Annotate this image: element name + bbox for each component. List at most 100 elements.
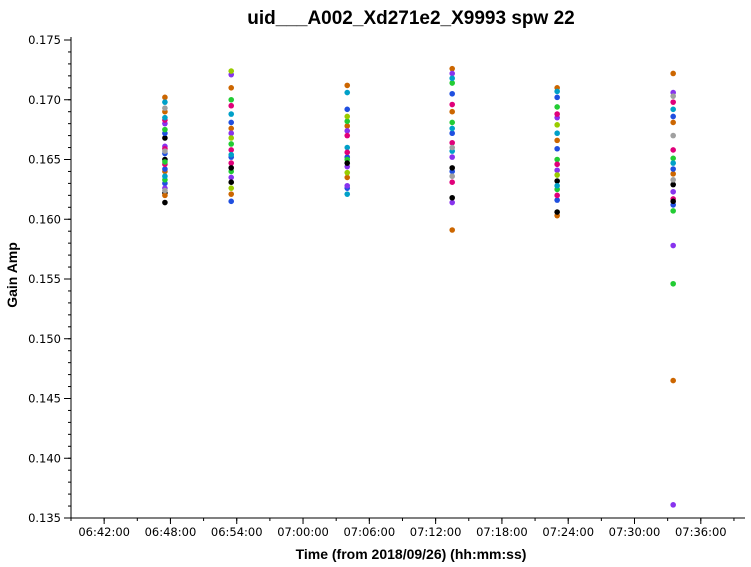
x-tick-label: 07:18:00 [476, 525, 528, 539]
data-point [670, 70, 676, 77]
data-point [554, 104, 560, 110]
y-tick-label: 0.150 [28, 332, 61, 346]
data-point [449, 90, 455, 97]
data-point [554, 178, 560, 184]
data-point [554, 111, 560, 117]
data-point [670, 99, 676, 105]
data-point [554, 182, 560, 189]
data-point [449, 139, 455, 146]
data-point [554, 130, 560, 137]
data-point [449, 227, 455, 233]
x-axis-label: Time (from 2018/09/26) (hh:mm:ss) [296, 546, 527, 562]
data-point [162, 94, 168, 101]
data-point [344, 144, 351, 151]
chart-title: uid___A002_Xd271e2_X9993 spw 22 [247, 8, 574, 29]
data-point [449, 179, 455, 186]
data-point [162, 192, 168, 199]
data-point [228, 111, 235, 117]
data-point [670, 198, 676, 205]
data-point [449, 70, 455, 77]
data-point [162, 99, 168, 105]
data-point [670, 106, 676, 113]
data-point [554, 88, 560, 95]
data-point [449, 165, 455, 171]
data-point [344, 113, 351, 120]
data-point [228, 179, 235, 186]
data-point [449, 154, 455, 160]
data-point [162, 114, 168, 121]
data-point [554, 209, 560, 215]
data-point [670, 177, 676, 183]
y-tick-label: 0.135 [28, 511, 61, 525]
data-point [228, 125, 235, 132]
data-point [228, 191, 235, 197]
x-tick-label: 06:42:00 [78, 525, 130, 539]
data-point [449, 65, 455, 72]
data-point [670, 113, 676, 120]
data-point [554, 167, 560, 174]
data-point [449, 108, 455, 115]
data-point [162, 159, 168, 165]
x-tick-label: 07:06:00 [343, 525, 395, 539]
data-point [449, 75, 455, 82]
y-tick-label: 0.140 [28, 451, 61, 465]
data-point [449, 130, 455, 137]
data-point [554, 94, 560, 101]
data-point [670, 377, 676, 384]
data-point [344, 169, 351, 176]
data-point [344, 160, 351, 166]
x-tick-label: 07:00:00 [277, 525, 329, 539]
data-point [554, 192, 560, 199]
data-point [670, 132, 676, 139]
data-point [344, 123, 351, 129]
data-point [162, 199, 168, 206]
data-point [228, 165, 235, 171]
data-point [162, 187, 168, 194]
data-point [228, 141, 235, 147]
y-tick-label: 0.170 [28, 93, 61, 107]
data-point [228, 130, 235, 137]
data-point [344, 106, 351, 113]
data-point [670, 208, 676, 214]
y-tick-label: 0.160 [28, 212, 61, 226]
data-point [228, 68, 235, 74]
data-point [228, 96, 235, 103]
data-point [670, 119, 676, 126]
data-point [670, 171, 676, 177]
data-point [162, 126, 168, 133]
data-point [344, 174, 351, 181]
data-point [344, 82, 351, 89]
data-point [344, 89, 351, 96]
axes: 0.135 0.140 0.145 0.150 0.155 0.160 0.165 0.170… [28, 33, 745, 539]
data-point [554, 172, 560, 178]
data-point [670, 160, 676, 166]
data-point [228, 174, 235, 181]
y-tick-label: 0.175 [28, 33, 61, 47]
data-point [670, 242, 676, 249]
data-point [449, 194, 455, 201]
data-point [162, 166, 168, 172]
data-point [162, 105, 168, 111]
data-point [554, 197, 560, 203]
data-point [554, 122, 560, 128]
data-point [344, 132, 351, 139]
data-point [344, 191, 351, 197]
data-point [228, 119, 235, 126]
data-point [162, 173, 168, 180]
data-point [344, 149, 351, 156]
x-tick-label: 07:36:00 [675, 525, 727, 539]
data-point [670, 166, 676, 172]
y-tick-label: 0.155 [28, 272, 61, 286]
data-point [228, 85, 235, 91]
data-point [449, 101, 455, 108]
x-tick-label: 07:24:00 [542, 525, 594, 539]
x-tick-label: 07:30:00 [609, 525, 661, 539]
data-point [449, 199, 455, 206]
data-point [670, 188, 676, 195]
data-point [670, 181, 676, 188]
x-tick-label: 06:48:00 [145, 525, 197, 539]
data-point [554, 156, 560, 163]
data-point [449, 173, 455, 180]
